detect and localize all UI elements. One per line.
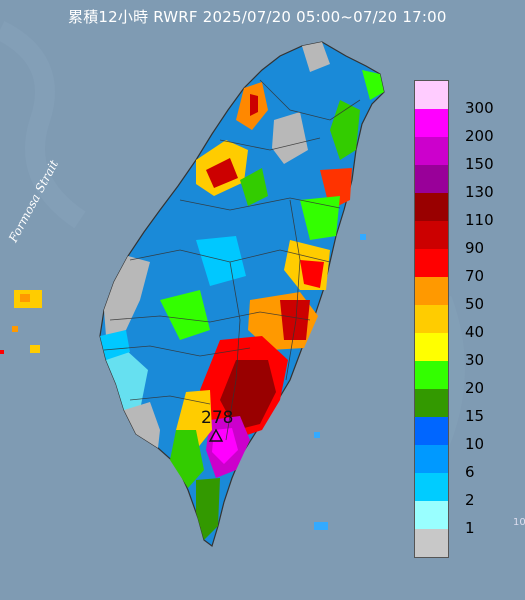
legend-label: 10 bbox=[465, 435, 485, 453]
legend-label: 90 bbox=[465, 239, 485, 257]
island-outline bbox=[99, 41, 385, 547]
legend-label: 200 bbox=[465, 127, 494, 145]
legend-label: 70 bbox=[465, 267, 485, 285]
legend-swatch bbox=[415, 81, 448, 109]
legend-swatch bbox=[415, 193, 448, 221]
legend-swatch bbox=[415, 305, 448, 333]
legend bbox=[414, 80, 449, 558]
legend-label: 15 bbox=[465, 407, 485, 425]
legend-swatch bbox=[415, 137, 448, 165]
legend-swatch bbox=[415, 417, 448, 445]
legend-label: 30 bbox=[465, 351, 485, 369]
legend-swatch bbox=[415, 501, 448, 529]
peak-marker bbox=[208, 428, 224, 442]
legend-label: 50 bbox=[465, 295, 485, 313]
legend-label: 2 bbox=[465, 491, 475, 509]
legend-swatch bbox=[415, 389, 448, 417]
legend-label: 40 bbox=[465, 323, 485, 341]
legend-label: 300 bbox=[465, 99, 494, 117]
legend-swatch bbox=[415, 445, 448, 473]
legend-label: 1 bbox=[465, 519, 475, 537]
legend-swatch bbox=[415, 221, 448, 249]
edge-text: 10 bbox=[513, 517, 525, 528]
legend-label: 150 bbox=[465, 155, 494, 173]
peak-value-label: 278 bbox=[201, 408, 234, 428]
legend-swatch bbox=[415, 165, 448, 193]
legend-swatch bbox=[415, 249, 448, 277]
map-title: 累積12小時 RWRF 2025/07/20 05:00~07/20 17:00 bbox=[68, 8, 447, 26]
legend-swatch bbox=[415, 361, 448, 389]
legend-label: 110 bbox=[465, 211, 494, 229]
legend-swatch bbox=[415, 473, 448, 501]
legend-swatch bbox=[415, 333, 448, 361]
legend-swatch bbox=[415, 529, 448, 557]
legend-swatch bbox=[415, 109, 448, 137]
legend-label: 20 bbox=[465, 379, 485, 397]
legend-label: 130 bbox=[465, 183, 494, 201]
legend-label: 6 bbox=[465, 463, 475, 481]
legend-swatch bbox=[415, 277, 448, 305]
